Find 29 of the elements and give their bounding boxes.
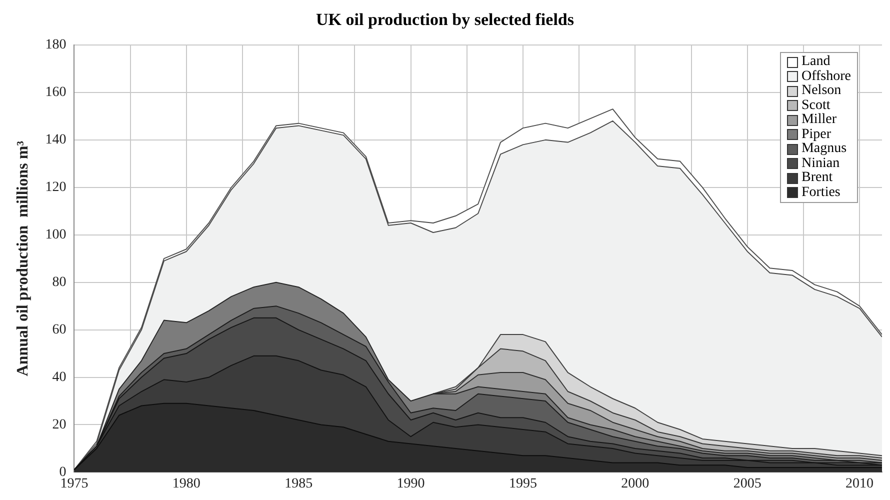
x-tick-label: 1990 — [396, 476, 425, 492]
x-tick-label: 2000 — [621, 476, 650, 492]
legend-label: Magnus — [801, 141, 847, 156]
x-tick-label: 1975 — [60, 476, 88, 492]
y-axis-title: Annual oil production millions m³ — [14, 140, 32, 376]
legend-label: Forties — [801, 184, 840, 200]
legend-label: Scott — [801, 98, 830, 113]
x-tick-label: 2005 — [733, 476, 762, 492]
legend-label: Ninian — [801, 156, 840, 171]
y-tick-label: 140 — [45, 132, 66, 148]
legend-label: Land — [801, 54, 830, 70]
y-tick-label: 100 — [45, 228, 66, 243]
y-tick-label: 60 — [52, 322, 66, 338]
y-tick-label: 20 — [52, 417, 66, 432]
legend-label: Miller — [801, 112, 836, 128]
x-tick-label: 2010 — [846, 476, 874, 492]
legend-label: Nelson — [801, 83, 842, 98]
chart-title: UK oil production by selected fields — [315, 10, 575, 30]
x-tick-label: 1985 — [284, 476, 313, 492]
y-tick-label: 120 — [45, 180, 66, 196]
y-tick-label: 80 — [52, 275, 66, 290]
legend-label: Offshore — [801, 68, 851, 84]
y-tick-label: 40 — [52, 370, 66, 385]
x-tick-label: 1995 — [508, 476, 537, 492]
legend-label: Brent — [801, 170, 833, 186]
y-tick-label: 180 — [45, 38, 66, 53]
y-tick-label: 160 — [45, 85, 66, 100]
x-tick-label: 1980 — [172, 476, 200, 492]
legend-label: Piper — [801, 126, 832, 142]
